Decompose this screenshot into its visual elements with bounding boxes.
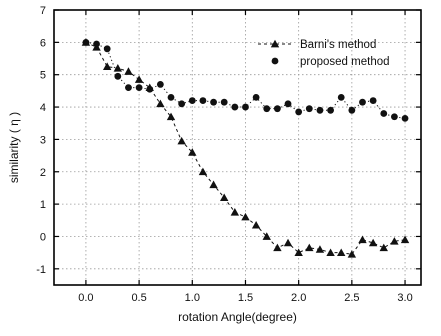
- proposed-point: [242, 103, 249, 111]
- proposed-point: [295, 108, 303, 116]
- proposed-point: [188, 97, 196, 104]
- barni-point: [262, 232, 271, 240]
- proposed-point: [348, 106, 356, 114]
- proposed-point: [391, 113, 398, 121]
- proposed-point: [146, 85, 154, 93]
- proposed-point: [167, 93, 175, 101]
- proposed-point: [156, 81, 164, 88]
- x-tick-label: 2.0: [291, 292, 306, 304]
- barni-point: [337, 248, 346, 257]
- y-axis-label: similarity ( η ): [7, 112, 21, 183]
- barni-point: [390, 237, 399, 245]
- barni-point: [134, 75, 144, 83]
- x-tick-label: 3.0: [397, 292, 412, 304]
- proposed-point: [369, 97, 377, 104]
- x-tick-label: 2.5: [344, 292, 359, 304]
- barni-point: [358, 235, 367, 244]
- plot-frame: [53, 9, 422, 286]
- legend-label: Barni's method: [300, 39, 376, 51]
- proposed-point: [178, 100, 186, 108]
- y-tick-label: 3: [40, 134, 46, 146]
- barni-point: [113, 64, 123, 72]
- proposed-point: [125, 84, 132, 92]
- proposed-point: [359, 98, 366, 106]
- proposed-point: [93, 40, 100, 48]
- legend: Barni's method proposed method: [258, 39, 390, 68]
- barni-point: [347, 250, 357, 258]
- proposed-point: [103, 45, 111, 53]
- barni-point: [251, 220, 261, 229]
- y-tick-label: 1: [40, 199, 46, 211]
- proposed-point: [316, 106, 324, 114]
- proposed-point: [231, 103, 239, 111]
- barni-point: [379, 243, 388, 252]
- legend-label: proposed method: [300, 56, 390, 68]
- y-tick-label: 0: [40, 231, 46, 243]
- y-tick-label: 6: [40, 37, 46, 49]
- barni-point: [241, 212, 250, 221]
- barni-point: [124, 67, 133, 75]
- barni-point: [166, 112, 176, 121]
- barni-point: [315, 245, 325, 253]
- proposed-point: [210, 98, 217, 106]
- barni-point: [305, 243, 314, 252]
- proposed-point: [327, 106, 334, 114]
- barni-point: [209, 180, 218, 189]
- barni-point: [220, 193, 229, 202]
- proposed-point: [82, 38, 90, 46]
- barni-point: [273, 243, 282, 252]
- proposed-point: [380, 110, 388, 117]
- x-tick-label: 1.5: [238, 292, 253, 304]
- barni-point: [326, 248, 335, 257]
- proposed-point: [337, 93, 345, 101]
- proposed-point: [273, 105, 281, 113]
- proposed-point: [401, 114, 409, 122]
- proposed-point: [263, 105, 271, 113]
- x-tick-label: 1.0: [185, 292, 200, 304]
- proposed-point: [199, 97, 207, 104]
- barni-point: [230, 208, 240, 216]
- proposed-point: [135, 84, 143, 92]
- y-tick-label: 4: [40, 102, 46, 114]
- proposed-point: [220, 98, 228, 106]
- series-markers: [81, 38, 410, 258]
- proposed-point: [305, 105, 313, 113]
- y-tick-label: -1: [36, 264, 46, 276]
- legend-marker-proposed: [271, 57, 279, 65]
- y-tick-label: 2: [40, 167, 46, 179]
- barni-point: [400, 235, 410, 244]
- x-axis-label: rotation Angle(degree): [178, 310, 297, 324]
- proposed-point: [114, 72, 122, 80]
- barni-point: [156, 99, 165, 108]
- barni-point: [188, 148, 197, 156]
- barni-point: [102, 62, 112, 70]
- x-tick-label: 0.0: [78, 292, 93, 304]
- y-tick-label: 7: [40, 5, 46, 17]
- proposed-point: [284, 100, 292, 108]
- x-tick-label: 0.5: [131, 292, 146, 304]
- barni-point: [294, 248, 303, 257]
- legend-marker-barni: [270, 39, 280, 48]
- barni-point: [368, 238, 378, 247]
- y-tick-label: 5: [40, 70, 46, 82]
- barni-point: [198, 167, 208, 176]
- proposed-point: [252, 93, 260, 101]
- barni-point: [177, 136, 186, 145]
- barni-point: [283, 238, 293, 247]
- ticks: 0.0 0.5 1.0 1.5 2.0 2.5 3.0 -1 0 1 2 3 4 5 6 7: [36, 5, 421, 304]
